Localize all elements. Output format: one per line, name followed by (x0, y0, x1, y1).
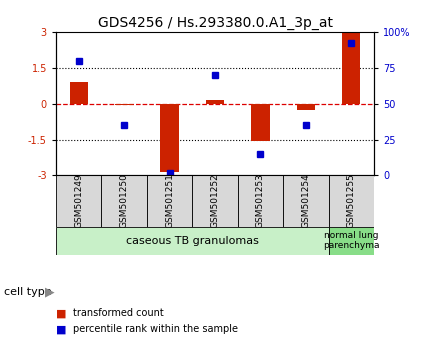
Bar (70, 82, 88, 104)
Bar (342, 32, 360, 104)
Bar (192, 176, 238, 227)
Bar (56, 176, 101, 227)
Text: normal lung
parenchyma: normal lung parenchyma (323, 231, 380, 251)
Text: GSM501255: GSM501255 (347, 173, 356, 228)
Text: ▶: ▶ (45, 286, 55, 298)
Text: percentile rank within the sample: percentile rank within the sample (73, 324, 238, 334)
Text: GSM501252: GSM501252 (211, 174, 219, 228)
Bar (56, 227, 329, 255)
Bar (147, 176, 192, 227)
Bar (206, 100, 224, 104)
Text: GDS4256 / Hs.293380.0.A1_3p_at: GDS4256 / Hs.293380.0.A1_3p_at (98, 16, 332, 30)
Text: cell type: cell type (4, 287, 52, 297)
Bar (160, 104, 178, 172)
Bar (329, 227, 374, 255)
Text: caseous TB granulomas: caseous TB granulomas (126, 236, 259, 246)
Text: GSM501249: GSM501249 (74, 174, 83, 228)
Bar (283, 176, 329, 227)
Text: GSM501253: GSM501253 (256, 173, 265, 228)
Text: transformed count: transformed count (73, 308, 164, 318)
Text: ■: ■ (56, 324, 66, 334)
Bar (238, 176, 283, 227)
Bar (329, 176, 374, 227)
Text: ■: ■ (56, 308, 66, 318)
Text: GSM501250: GSM501250 (120, 173, 129, 228)
Bar (297, 104, 315, 110)
Bar (115, 104, 133, 105)
Text: GSM501254: GSM501254 (301, 174, 310, 228)
Bar (101, 176, 147, 227)
Bar (252, 104, 270, 141)
Text: GSM501251: GSM501251 (165, 173, 174, 228)
